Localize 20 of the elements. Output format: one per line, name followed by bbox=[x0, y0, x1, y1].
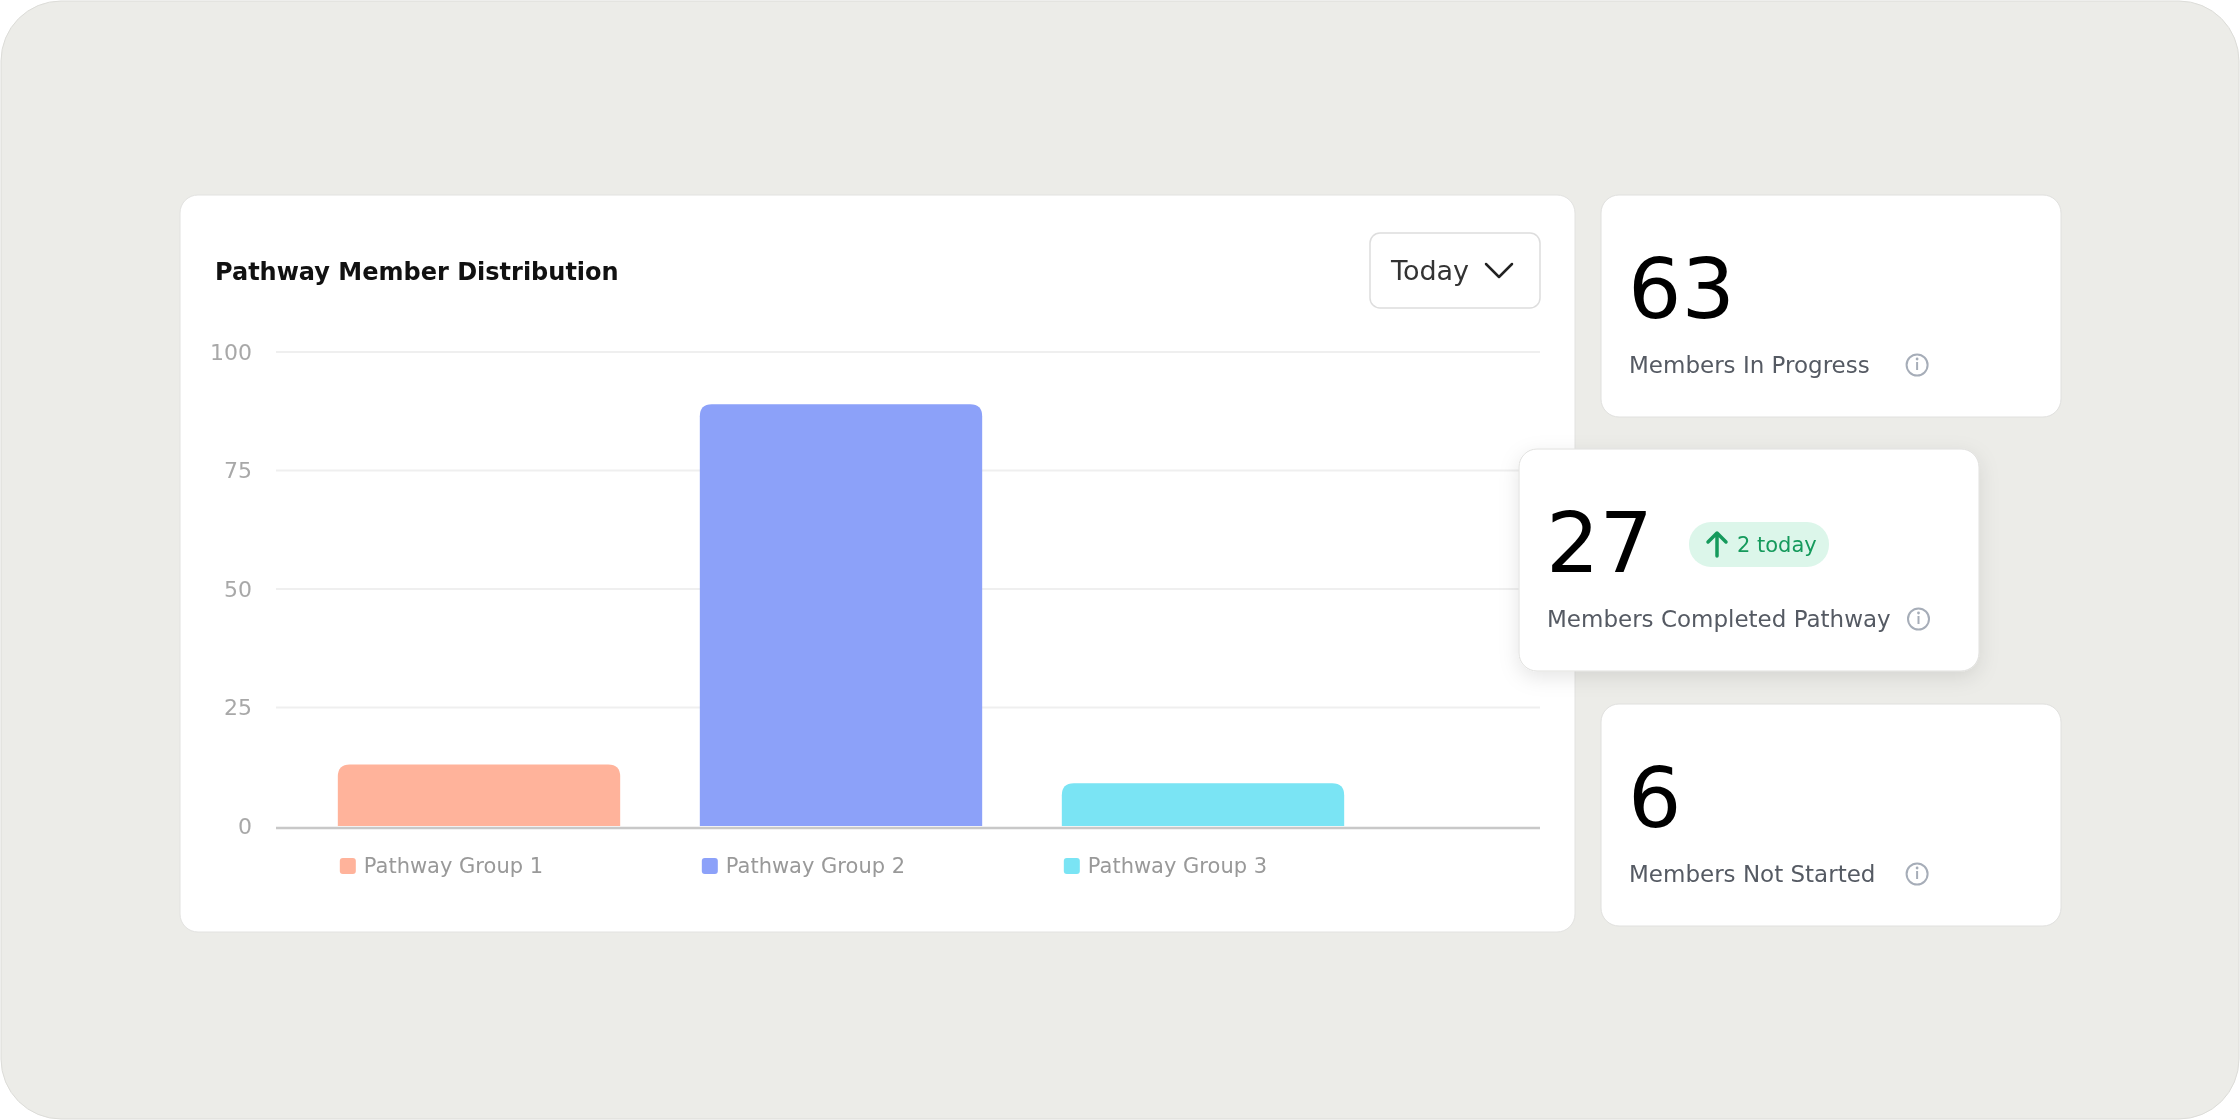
y-tick-label: 0 bbox=[238, 813, 252, 839]
text: Members In Progress bbox=[1629, 352, 1870, 378]
text: Today bbox=[1390, 255, 1470, 286]
data-label: 27 bbox=[1546, 494, 1653, 592]
text: Members Not Started bbox=[1629, 861, 1876, 887]
y-tick-label: 75 bbox=[224, 458, 252, 484]
legend-label: Pathway Group 2 bbox=[725, 854, 906, 879]
text: 2 today bbox=[1737, 533, 1817, 558]
legend-label: Pathway Group 3 bbox=[1087, 854, 1268, 879]
data-label: 6 bbox=[1628, 749, 1682, 847]
bar bbox=[337, 764, 621, 826]
legend-label: Pathway Group 1 bbox=[363, 854, 544, 879]
data-label: 63 bbox=[1628, 240, 1735, 338]
y-tick-label: 25 bbox=[224, 695, 252, 721]
y-tick-label: 100 bbox=[210, 339, 252, 365]
bar bbox=[1061, 783, 1345, 826]
bar bbox=[699, 404, 983, 826]
text: Members Completed Pathway bbox=[1547, 606, 1891, 632]
chart-title: Pathway Member Distribution bbox=[215, 258, 619, 286]
y-tick-label: 50 bbox=[224, 576, 252, 602]
